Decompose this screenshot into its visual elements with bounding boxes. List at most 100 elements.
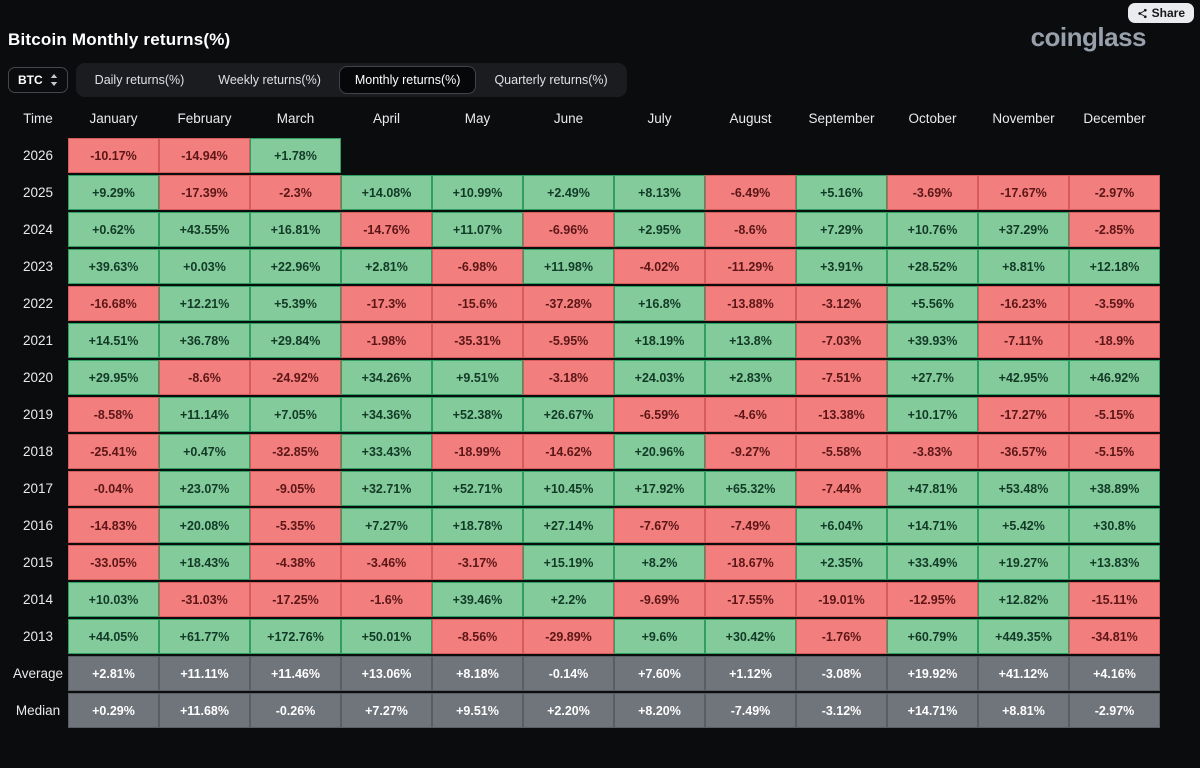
return-cell: +16.81% (250, 212, 341, 247)
return-cell: +2.95% (614, 212, 705, 247)
return-cell: +172.76% (250, 619, 341, 654)
heatmap-row-2023: 2023 +39.63% +0.03% +22.96% +2.81% -6.98% +11.… (8, 249, 1160, 284)
month-column-header: October (908, 111, 957, 126)
share-icon (1138, 8, 1147, 18)
return-cell: -3.08% (796, 656, 887, 691)
return-cell: +7.60% (614, 656, 705, 691)
return-cell (705, 138, 796, 173)
return-cell: +29.95% (68, 360, 159, 395)
return-cell: +14.71% (887, 693, 978, 728)
heatmap-row-2019: 2019 -8.58% +11.14% +7.05% +34.36% +52.38% +26… (8, 397, 1160, 432)
return-cell: +27.14% (523, 508, 614, 543)
heatmap-row-2021: 2021 +14.51% +36.78% +29.84% -1.98% -35.31% -5… (8, 323, 1160, 358)
return-cell: +2.20% (523, 693, 614, 728)
return-cell: +8.81% (978, 249, 1069, 284)
return-cell: -8.56% (432, 619, 523, 654)
return-cell: -4.02% (614, 249, 705, 284)
return-cell: -2.85% (1069, 212, 1160, 247)
page-header: Bitcoin Monthly returns(%) coinglass (0, 0, 1200, 50)
return-cell: +52.71% (432, 471, 523, 506)
return-cell: +29.84% (250, 323, 341, 358)
return-cell: +19.27% (978, 545, 1069, 580)
month-column-header: July (647, 111, 672, 126)
return-cell: -7.49% (705, 693, 796, 728)
return-cell: -0.14% (523, 656, 614, 691)
return-cell: -15.11% (1069, 582, 1160, 617)
return-cell: +8.81% (978, 693, 1069, 728)
return-cell: +8.2% (614, 545, 705, 580)
return-cell: +39.46% (432, 582, 523, 617)
return-cell: +6.04% (796, 508, 887, 543)
return-cell (887, 138, 978, 173)
return-cell: -0.04% (68, 471, 159, 506)
tab-weekly-returns[interactable]: Weekly returns(%) (202, 66, 337, 94)
return-cell: +42.95% (978, 360, 1069, 395)
return-cell: +12.21% (159, 286, 250, 321)
return-cell: -7.67% (614, 508, 705, 543)
tab-quarterly-returns[interactable]: Quarterly returns(%) (478, 66, 623, 94)
return-cell: -7.49% (705, 508, 796, 543)
share-button[interactable]: Share (1127, 3, 1194, 23)
return-cell: +38.89% (1069, 471, 1160, 506)
return-cell: -10.17% (68, 138, 159, 173)
monthly-returns-heatmap: Time January February March April May June July… (8, 105, 1160, 728)
return-cell: -9.27% (705, 434, 796, 469)
row-label: 2019 (22, 407, 54, 422)
return-cell (1069, 138, 1160, 173)
return-cell (796, 138, 887, 173)
return-cell: +19.92% (887, 656, 978, 691)
month-column-header: August (729, 111, 772, 126)
month-column-header: June (553, 111, 584, 126)
return-cell: -7.51% (796, 360, 887, 395)
return-cell: +11.98% (523, 249, 614, 284)
return-cell: -9.05% (250, 471, 341, 506)
return-cell: +30.42% (705, 619, 796, 654)
returns-period-tabs: Daily returns(%) Weekly returns(%) Monthly… (75, 63, 627, 97)
return-cell: +1.12% (705, 656, 796, 691)
row-label: 2013 (22, 629, 54, 644)
row-label: 2020 (22, 370, 54, 385)
month-column-header: March (276, 111, 315, 126)
return-cell: +10.17% (887, 397, 978, 432)
return-cell (978, 138, 1069, 173)
return-cell: +14.51% (68, 323, 159, 358)
tab-monthly-returns[interactable]: Monthly returns(%) (338, 66, 477, 94)
return-cell: +23.07% (159, 471, 250, 506)
return-cell: +8.18% (432, 656, 523, 691)
return-cell: +33.43% (341, 434, 432, 469)
return-cell: +17.92% (614, 471, 705, 506)
return-cell: +39.93% (887, 323, 978, 358)
month-column-header: January (89, 111, 138, 126)
return-cell: +36.78% (159, 323, 250, 358)
symbol-select[interactable]: BTC (8, 67, 68, 93)
return-cell: +12.82% (978, 582, 1069, 617)
heatmap-row-average: Average +2.81% +11.11% +11.46% +13.06% +8.18%… (8, 656, 1160, 691)
return-cell: -7.44% (796, 471, 887, 506)
tab-daily-returns[interactable]: Daily returns(%) (79, 66, 201, 94)
return-cell: -3.18% (523, 360, 614, 395)
return-cell: +37.29% (978, 212, 1069, 247)
return-cell: -14.62% (523, 434, 614, 469)
return-cell: +7.27% (341, 508, 432, 543)
return-cell: -1.98% (341, 323, 432, 358)
return-cell: +11.14% (159, 397, 250, 432)
return-cell: +30.8% (1069, 508, 1160, 543)
return-cell: +0.62% (68, 212, 159, 247)
return-cell: +39.63% (68, 249, 159, 284)
return-cell: +18.19% (614, 323, 705, 358)
return-cell: -33.05% (68, 545, 159, 580)
return-cell: +22.96% (250, 249, 341, 284)
return-cell: -17.25% (250, 582, 341, 617)
return-cell: +5.16% (796, 175, 887, 210)
return-cell (614, 138, 705, 173)
row-label: 2025 (22, 185, 54, 200)
return-cell: -7.11% (978, 323, 1069, 358)
return-cell: +14.71% (887, 508, 978, 543)
heatmap-row-2025: 2025 +9.29% -17.39% -2.3% +14.08% +10.99% +2.4… (8, 175, 1160, 210)
return-cell: -17.39% (159, 175, 250, 210)
updown-icon (50, 74, 57, 86)
return-cell: +41.12% (978, 656, 1069, 691)
return-cell: +13.8% (705, 323, 796, 358)
return-cell: +13.06% (341, 656, 432, 691)
page-title: Bitcoin Monthly returns(%) (8, 30, 231, 49)
